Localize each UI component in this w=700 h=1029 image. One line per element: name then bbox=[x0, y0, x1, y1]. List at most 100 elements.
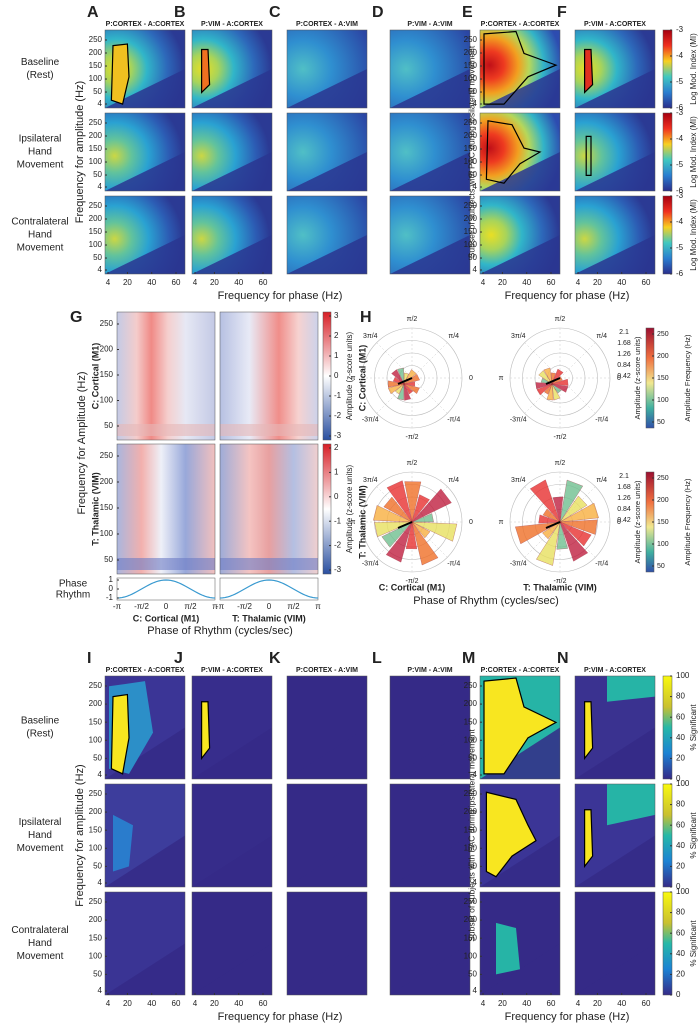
x-tick-label: 40 bbox=[147, 278, 156, 287]
angle-label: 3π/4 bbox=[511, 333, 526, 340]
colorbar-label: Amplitude (z-score units) bbox=[345, 464, 354, 553]
heatmap-frame bbox=[286, 195, 368, 275]
angle-label: π/4 bbox=[596, 477, 607, 484]
x-tick-label: 40 bbox=[234, 278, 243, 287]
colorbar-tick-label: 20 bbox=[676, 754, 685, 763]
colorbar bbox=[662, 29, 673, 109]
x-tick-label: 4 bbox=[576, 999, 581, 1008]
radial-tick-label: 0.84 bbox=[617, 506, 631, 513]
heatmap-frame bbox=[191, 783, 273, 888]
angle-label: -π/2 bbox=[554, 434, 567, 441]
y-tick-label: 250 bbox=[89, 897, 103, 906]
col-label: C: Cortical (M1) bbox=[133, 613, 200, 623]
x-tick-label: 20 bbox=[498, 278, 507, 287]
colorbar-tick-label: -3 bbox=[676, 191, 684, 200]
x-tick-label: 4 bbox=[481, 999, 486, 1008]
heatmap-frame bbox=[389, 783, 471, 888]
heatmap-frame bbox=[574, 29, 656, 109]
x-tick-label: π/2 bbox=[287, 602, 300, 611]
heatmap-mask bbox=[192, 943, 272, 995]
heatmap-mask bbox=[287, 235, 367, 274]
y-tick-label: 150 bbox=[89, 825, 103, 834]
colorbar-label: % Significant bbox=[689, 704, 698, 751]
y-tick-label: 200 bbox=[100, 345, 114, 354]
x-tick-label: 60 bbox=[172, 999, 181, 1008]
y-tick-label: 250 bbox=[464, 201, 478, 210]
polar-arrow bbox=[397, 521, 413, 529]
y-tick-label: 100 bbox=[464, 74, 478, 83]
heatmap-mask bbox=[287, 727, 367, 779]
heatmap-frame bbox=[286, 112, 368, 192]
heatmap-frame bbox=[286, 675, 368, 780]
phase-frame bbox=[219, 577, 319, 601]
heatmap-mask bbox=[192, 235, 272, 274]
y-tick-label: 100 bbox=[100, 529, 114, 538]
y-tick-label: 150 bbox=[100, 503, 114, 512]
sig-region bbox=[485, 120, 542, 184]
colorbar bbox=[662, 675, 673, 780]
angle-label: 3π/4 bbox=[363, 477, 378, 484]
y-tick-label: 100 bbox=[464, 240, 478, 249]
polar-petal bbox=[391, 369, 405, 385]
angle-label: -π/2 bbox=[406, 578, 419, 585]
x-tick-label: 4 bbox=[481, 278, 486, 287]
panel-letter: G bbox=[70, 309, 82, 326]
polar-arrow bbox=[397, 377, 413, 385]
y-tick-label: 4 bbox=[473, 878, 478, 887]
angle-label: π/4 bbox=[448, 333, 459, 340]
polar-petal bbox=[551, 383, 561, 401]
x-tick-label: 40 bbox=[617, 278, 626, 287]
y-tick-label: 200 bbox=[464, 131, 478, 140]
sig-region bbox=[110, 43, 130, 105]
heatmap-frame bbox=[389, 891, 471, 996]
y-tick-label: 100 bbox=[89, 157, 103, 166]
colorbar-tick-label: -6 bbox=[676, 186, 684, 195]
panel-letter: D bbox=[372, 4, 384, 21]
y-tick-label: 50 bbox=[93, 861, 102, 870]
heatmap-mask bbox=[480, 835, 560, 887]
polar-petal bbox=[556, 521, 568, 550]
heatmap-frame bbox=[574, 783, 656, 888]
x-tick-label: 60 bbox=[642, 999, 651, 1008]
colorbar-tick-label: -4 bbox=[676, 217, 684, 226]
y-tick-label: 150 bbox=[464, 227, 478, 236]
heatmap-frame bbox=[389, 675, 471, 780]
angle-label: -π/4 bbox=[447, 561, 460, 568]
colorbar-label: Log Mod. Index (MI) bbox=[689, 33, 698, 105]
radial-tick-label: 1.68 bbox=[617, 484, 631, 491]
heatmap-frame bbox=[104, 783, 186, 888]
polar-petal bbox=[542, 521, 561, 540]
angle-label: -3π/4 bbox=[510, 561, 527, 568]
polar-petal bbox=[538, 370, 553, 385]
y-tick-label: 50 bbox=[93, 170, 102, 179]
polar-petal bbox=[383, 496, 413, 523]
heatmap-mask bbox=[287, 943, 367, 995]
y-tick-label: 4 bbox=[98, 99, 103, 108]
y-tick-label: 150 bbox=[464, 933, 478, 942]
panel-title: P:VIM - A:CORTEX bbox=[584, 21, 646, 28]
row-label: Contralateral bbox=[11, 925, 68, 936]
polar-spoke bbox=[524, 342, 561, 379]
x-tick-label: 40 bbox=[234, 999, 243, 1008]
heatmap-frame bbox=[574, 112, 656, 192]
y-tick-label: 200 bbox=[89, 48, 103, 57]
col-label: T: Thalamic (VIM) bbox=[232, 613, 306, 623]
x-tick-label: 60 bbox=[259, 278, 268, 287]
y-tick-label: 100 bbox=[89, 74, 103, 83]
panel-letter: I bbox=[87, 650, 91, 667]
polar-petal bbox=[538, 514, 561, 524]
y-tick-label: 150 bbox=[89, 933, 103, 942]
polar-petal bbox=[559, 479, 584, 523]
noise-band bbox=[220, 558, 318, 570]
y-tick-label: 150 bbox=[89, 61, 103, 70]
row-label: T: Thalamic (VIM) bbox=[357, 485, 367, 559]
polar-petal bbox=[388, 380, 405, 388]
y-tick-label: 200 bbox=[464, 915, 478, 924]
colorbar-tick-label: 0 bbox=[676, 882, 681, 891]
panel-letter: F bbox=[557, 4, 567, 21]
y-tick-label: 4 bbox=[98, 265, 103, 274]
heatmap-mask bbox=[105, 235, 185, 274]
col-label: T: Thalamic (VIM) bbox=[523, 582, 597, 592]
x-tick-label: 0 bbox=[267, 602, 272, 611]
y-tick-label: 200 bbox=[464, 807, 478, 816]
